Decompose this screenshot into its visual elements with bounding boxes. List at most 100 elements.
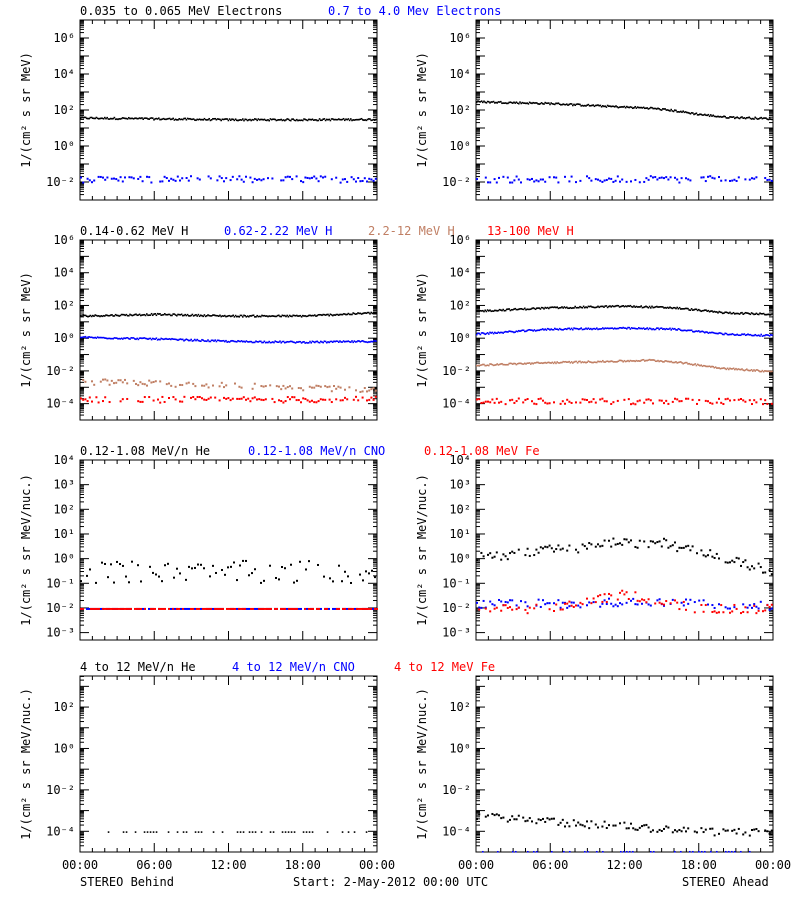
data-point — [260, 340, 262, 343]
data-point — [524, 102, 526, 104]
data-point — [754, 333, 756, 336]
data-point — [564, 360, 567, 363]
data-point — [95, 396, 98, 399]
data-point — [489, 309, 491, 311]
data-point — [520, 600, 522, 603]
data-point — [154, 380, 157, 383]
data-point — [498, 176, 500, 179]
data-point — [286, 314, 288, 317]
data-point — [167, 117, 170, 120]
data-point — [665, 399, 668, 402]
data-point — [191, 340, 194, 342]
data-point — [230, 565, 232, 568]
data-point — [719, 115, 722, 118]
data-point — [119, 400, 122, 403]
data-point — [760, 312, 762, 315]
data-point — [696, 402, 698, 405]
data-point — [282, 179, 285, 182]
data-point — [329, 340, 332, 343]
data-point — [344, 396, 346, 399]
data-point — [252, 314, 255, 317]
data-point — [135, 382, 137, 385]
data-point — [98, 118, 100, 120]
data-point — [91, 380, 93, 383]
data-point — [726, 311, 729, 314]
y-tick-label: 10⁰ — [449, 741, 471, 755]
data-point — [130, 314, 132, 316]
data-point — [525, 330, 527, 333]
data-point — [601, 397, 604, 400]
data-point — [627, 827, 630, 830]
data-point — [272, 315, 274, 317]
data-point — [82, 336, 84, 338]
data-point — [559, 821, 562, 824]
data-point — [242, 180, 245, 183]
y-axis-label: 1/(cm² s sr MeV) — [415, 52, 429, 168]
data-point — [258, 398, 261, 401]
data-point — [338, 607, 340, 610]
data-point — [155, 573, 157, 576]
y-tick-label: 10⁻² — [442, 364, 471, 378]
data-point — [640, 359, 642, 362]
data-point — [141, 337, 143, 340]
data-point — [104, 116, 106, 119]
data-point — [84, 116, 87, 119]
data-point — [321, 341, 323, 343]
data-point — [669, 545, 672, 548]
data-point — [364, 607, 366, 610]
data-point — [156, 312, 159, 315]
data-point — [158, 575, 160, 578]
data-point — [513, 101, 515, 104]
data-point — [601, 544, 604, 547]
data-point — [332, 118, 334, 120]
data-point — [180, 607, 182, 610]
data-point — [608, 105, 610, 107]
data-point — [543, 308, 545, 310]
legend-entry: 0.12-1.08 MeV Fe — [424, 444, 540, 458]
data-point — [572, 104, 574, 107]
data-point — [352, 178, 355, 181]
data-point — [561, 608, 564, 611]
data-point — [704, 180, 707, 183]
data-point — [674, 397, 676, 400]
data-point — [724, 179, 727, 182]
data-point — [498, 101, 501, 103]
data-point — [96, 315, 99, 317]
data-point — [740, 312, 742, 314]
data-point — [374, 395, 377, 398]
data-point — [326, 341, 328, 344]
data-point — [751, 177, 753, 180]
data-point — [182, 314, 184, 317]
data-point — [770, 573, 773, 576]
data-point — [614, 543, 617, 546]
y-tick-label: 10⁻³ — [442, 626, 471, 640]
data-point — [107, 337, 110, 340]
series-1 — [476, 175, 773, 184]
data-point — [737, 368, 740, 370]
data-point — [656, 360, 658, 363]
data-point — [80, 176, 82, 179]
data-point — [749, 333, 752, 336]
data-point — [540, 306, 543, 309]
data-point — [88, 117, 90, 120]
data-point — [126, 607, 128, 610]
data-point — [362, 312, 364, 315]
data-point — [660, 109, 663, 111]
data-point — [306, 342, 309, 344]
data-point — [612, 401, 615, 404]
data-point — [485, 332, 488, 335]
footer-right-label: STEREO Ahead — [682, 875, 769, 889]
data-point — [374, 340, 376, 342]
data-point — [254, 831, 257, 833]
data-point — [633, 106, 635, 109]
data-point — [212, 564, 214, 567]
data-point — [93, 179, 96, 182]
data-point — [658, 601, 661, 604]
data-point — [86, 117, 88, 120]
data-point — [770, 607, 773, 610]
data-point — [566, 606, 569, 609]
data-point — [658, 598, 661, 601]
data-point — [363, 312, 365, 314]
data-point — [663, 361, 665, 363]
